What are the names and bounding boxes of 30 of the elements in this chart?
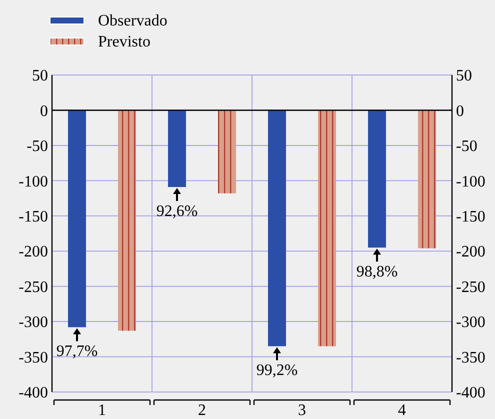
y-tick-label: -350 (18, 349, 48, 366)
annotation: 92,6% (156, 203, 198, 220)
x-tick-label: 1 (98, 402, 106, 419)
annotation: 97,7% (56, 343, 98, 360)
y2-tick-label: -250 (456, 278, 486, 296)
y-tick-label: -300 (18, 314, 48, 332)
y-tick-label: -250 (18, 278, 48, 296)
y2-tick-label: -50 (456, 138, 478, 156)
y2-tick-label: -100 (456, 173, 486, 190)
y-tick-label: 0 (40, 102, 48, 120)
y-tick-label: 50 (32, 68, 48, 85)
annotation: 98,8% (356, 264, 398, 281)
y-tick-label: -100 (18, 173, 48, 190)
y2-tick-label: -350 (456, 349, 486, 366)
legend-label: Observado (98, 12, 168, 30)
x-tick-label: 2 (198, 402, 206, 419)
y-tick-label: -150 (18, 208, 48, 226)
y-tick-label: -200 (18, 244, 48, 261)
y2-tick-label: 0 (456, 102, 464, 120)
y-tick-label: -400 (18, 384, 48, 402)
y2-tick-label: -150 (456, 208, 486, 226)
legend-label: Previsto (98, 34, 150, 51)
y-tick-label: -50 (26, 138, 48, 156)
y2-tick-label: -400 (456, 384, 486, 402)
x-tick-label: 4 (398, 402, 406, 419)
y2-tick-label: -200 (456, 244, 486, 261)
annotation: 99,2% (256, 362, 298, 380)
x-tick-label: 3 (298, 402, 306, 419)
y2-tick-label: -300 (456, 314, 486, 332)
y2-tick-label: 50 (456, 68, 472, 85)
